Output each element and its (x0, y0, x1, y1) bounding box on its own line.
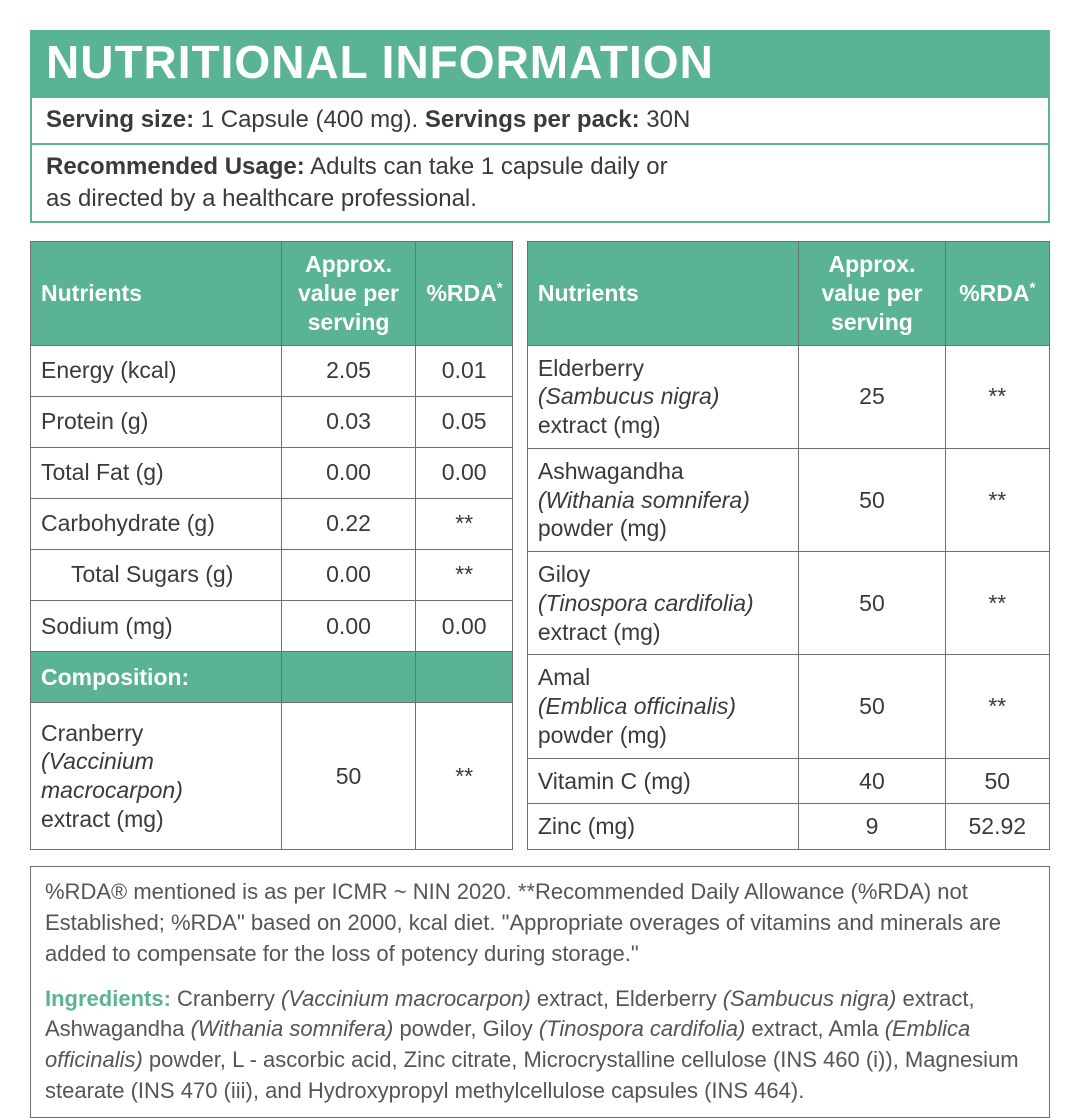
table-row: Sodium (mg)0.000.00 (31, 600, 513, 651)
nutrient-rda: ** (416, 702, 512, 849)
ingredients-block: Ingredients: Cranberry (Vaccinium macroc… (45, 984, 1035, 1107)
table-row: Protein (g)0.030.05 (31, 396, 513, 447)
nutrient-rda: 0.01 (416, 345, 512, 396)
nutrient-name: Carbohydrate (g) (31, 498, 282, 549)
col-nutrients: Nutrients (31, 242, 282, 345)
nutrient-value: 0.00 (281, 549, 416, 600)
nutrient-rda: 0.00 (416, 447, 512, 498)
composition-label: Composition: (31, 651, 282, 702)
col-rda: %RDA* (416, 242, 512, 345)
table-row: Total Sugars (g)0.00** (31, 549, 513, 600)
col-approx: Approx. value per serving (281, 242, 416, 345)
nutrient-value: 40 (799, 758, 945, 804)
nutrient-value: 0.00 (281, 447, 416, 498)
nutrient-name: Total Fat (g) (31, 447, 282, 498)
ingredients-label: Ingredients: (45, 986, 171, 1011)
nutrient-name: Cranberry(Vaccinium macrocarpon)extract … (31, 702, 282, 849)
rda-footnote: %RDA® mentioned is as per ICMR ~ NIN 202… (45, 877, 1035, 969)
servings-per-pack-label: Servings per pack: (425, 106, 640, 133)
table-row: Vitamin C (mg)4050 (527, 758, 1049, 804)
nutrient-rda: 52.92 (945, 804, 1049, 850)
nutrient-rda: ** (945, 448, 1049, 551)
table-row: Zinc (mg)952.92 (527, 804, 1049, 850)
table-row: Total Fat (g)0.000.00 (31, 447, 513, 498)
table-header-row: Nutrients Approx. value per serving %RDA… (527, 242, 1049, 345)
table-row: Carbohydrate (g)0.22** (31, 498, 513, 549)
nutrient-name: Ashwagandha(Withania somnifera)powder (m… (527, 448, 799, 551)
composition-header-row: Composition: (31, 651, 513, 702)
nutrient-rda: ** (416, 498, 512, 549)
nutrient-name: Protein (g) (31, 396, 282, 447)
nutrient-value: 9 (799, 804, 945, 850)
nutrient-rda: ** (416, 549, 512, 600)
nutrient-value: 50 (281, 702, 416, 849)
table-row: Giloy(Tinospora cardifolia)extract (mg)5… (527, 552, 1049, 655)
serving-size-label: Serving size: (46, 106, 194, 133)
nutrient-name: Amal(Emblica officinalis)powder (mg) (527, 655, 799, 758)
nutrient-name: Vitamin C (mg) (527, 758, 799, 804)
nutrient-value: 0.00 (281, 600, 416, 651)
nutrient-name: Sodium (mg) (31, 600, 282, 651)
nutrient-value: 0.03 (281, 396, 416, 447)
nutrient-name: Giloy(Tinospora cardifolia)extract (mg) (527, 552, 799, 655)
nutrient-name: Zinc (mg) (527, 804, 799, 850)
nutrient-value: 2.05 (281, 345, 416, 396)
nutrient-rda: 0.00 (416, 600, 512, 651)
col-approx: Approx. value per serving (799, 242, 945, 345)
nutrients-table-left: Nutrients Approx. value per serving %RDA… (30, 241, 513, 850)
serving-row: Serving size: 1 Capsule (400 mg). Servin… (32, 96, 1048, 142)
nutrient-name: Elderberry(Sambucus nigra)extract (mg) (527, 345, 799, 448)
footnote-box: %RDA® mentioned is as per ICMR ~ NIN 202… (30, 866, 1050, 1118)
col-rda: %RDA* (945, 242, 1049, 345)
nutrient-value: 25 (799, 345, 945, 448)
nutrient-name: Total Sugars (g) (31, 549, 282, 600)
servings-per-pack-value: 30N (640, 106, 691, 133)
table-row: Ashwagandha(Withania somnifera)powder (m… (527, 448, 1049, 551)
col-nutrients: Nutrients (527, 242, 799, 345)
nutrient-rda: ** (945, 655, 1049, 758)
table-row: Elderberry(Sambucus nigra)extract (mg)25… (527, 345, 1049, 448)
table-header-row: Nutrients Approx. value per serving %RDA… (31, 242, 513, 345)
nutrient-value: 0.22 (281, 498, 416, 549)
nutrients-table-right: Nutrients Approx. value per serving %RDA… (527, 241, 1050, 850)
table-row: Energy (kcal)2.050.01 (31, 345, 513, 396)
nutrient-rda: ** (945, 345, 1049, 448)
ingredients-text: Cranberry (Vaccinium macrocarpon) extrac… (45, 986, 1019, 1103)
serving-size-value: 1 Capsule (400 mg). (194, 106, 425, 133)
tables-container: Nutrients Approx. value per serving %RDA… (30, 241, 1050, 850)
nutrient-rda: 0.05 (416, 396, 512, 447)
panel-title: NUTRITIONAL INFORMATION (32, 32, 1048, 96)
nutrient-rda: 50 (945, 758, 1049, 804)
nutrition-panel: NUTRITIONAL INFORMATION Serving size: 1 … (30, 30, 1050, 223)
nutrient-name: Energy (kcal) (31, 345, 282, 396)
nutrient-value: 50 (799, 655, 945, 758)
table-row: Amal(Emblica officinalis)powder (mg)50** (527, 655, 1049, 758)
nutrient-value: 50 (799, 552, 945, 655)
nutrient-value: 50 (799, 448, 945, 551)
usage-label: Recommended Usage: (46, 153, 305, 180)
table-row: Cranberry(Vaccinium macrocarpon)extract … (31, 702, 513, 849)
nutrient-rda: ** (945, 552, 1049, 655)
usage-row: Recommended Usage: Adults can take 1 cap… (32, 143, 1048, 222)
